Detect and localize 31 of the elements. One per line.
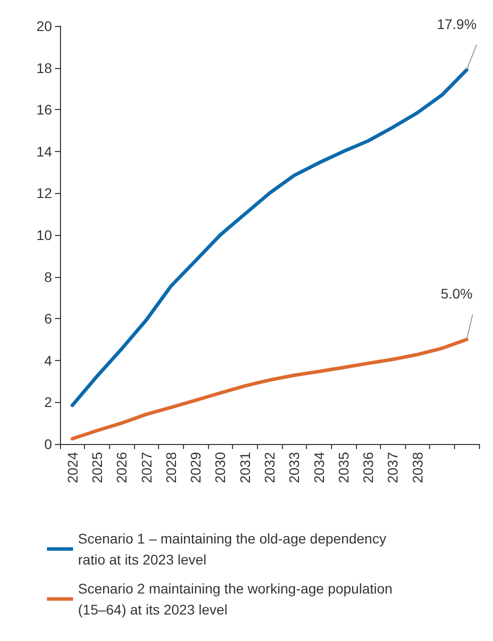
x-tick-label: 2038 (409, 452, 426, 484)
x-tick-label: 2027 (138, 452, 154, 484)
x-tick-label: 2026 (114, 452, 130, 484)
x-tick-label: 2032 (262, 452, 278, 484)
x-tick-label: 2033 (286, 452, 302, 484)
x-tick-label: 2034 (310, 452, 327, 484)
data-label: 17.9% (436, 16, 477, 32)
y-tick-label: 2 (44, 394, 52, 410)
x-tick-label: 2037 (384, 452, 401, 484)
y-tick-label: 6 (44, 310, 52, 327)
y-tick-label: 4 (44, 352, 52, 368)
x-tick-label: 2035 (335, 452, 352, 484)
y-tick-label: 20 (36, 18, 52, 34)
y-tick-label: 16 (36, 102, 52, 118)
x-tick-label: 2024 (64, 452, 80, 484)
y-tick-label: 8 (44, 268, 52, 285)
y-tick-label: 10 (36, 227, 52, 243)
x-tick-label: 2029 (188, 452, 204, 484)
y-tick-label: 14 (36, 143, 52, 160)
x-tick-label: 2028 (162, 452, 179, 484)
legend-label: Scenario 2 maintaining the working-age population (15–64) at its 2023 level (78, 580, 396, 618)
data-label: 5.0% (440, 285, 473, 302)
y-tick-label: 12 (36, 185, 52, 202)
line-series (70, 338, 468, 441)
y-tick-label: 18 (36, 60, 52, 76)
x-tick-label: 2036 (360, 452, 376, 484)
x-tick-label: 2031 (236, 452, 253, 484)
legend-label: Scenario 1 – maintaining the old-age dependency ratio at its 2023 level (78, 530, 390, 568)
x-tick-label: 2030 (212, 452, 228, 484)
x-tick-label: 2025 (88, 452, 105, 484)
y-tick-label: 0 (44, 436, 52, 452)
